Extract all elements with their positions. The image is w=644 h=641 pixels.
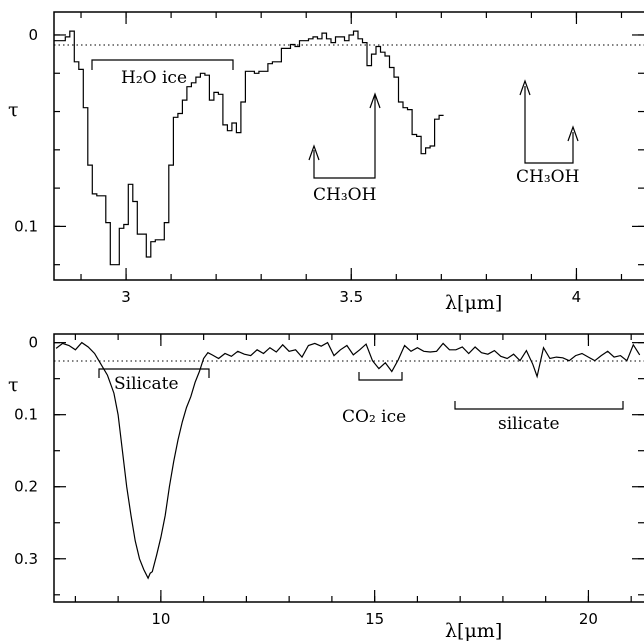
panel-top-frame xyxy=(53,11,644,281)
ch3oh-right-label: CH₃OH xyxy=(516,167,579,187)
silicate-left-bracket xyxy=(98,368,210,378)
silicate-right-bracket xyxy=(454,401,624,410)
ch3oh-right-bracket xyxy=(524,86,574,164)
y-tick-label: 0 xyxy=(28,334,38,352)
panel-top-tick-labels: 3 3.5 4 0 0.1 xyxy=(14,26,581,306)
ch3oh-left-bracket xyxy=(313,95,376,179)
panel-bottom-annotations: Silicate CO₂ ice silicate xyxy=(98,368,624,434)
x-tick-label: 3 xyxy=(121,288,131,306)
x-tick-label: 4 xyxy=(572,288,582,306)
panel-bottom-ylabel: τ xyxy=(8,374,19,396)
panel-bottom: 10 15 20 0 0.1 0.2 0.3 τ λ[μm] Silicate CO₂ ic… xyxy=(8,333,644,641)
x-tick-label: 10 xyxy=(151,610,170,628)
silicate-left-label: Silicate xyxy=(114,374,179,394)
y-tick-label: 0.1 xyxy=(14,217,38,235)
co2-ice-label: CO₂ ice xyxy=(342,407,406,427)
x-tick-label: 15 xyxy=(365,610,384,628)
silicate-right-label: silicate xyxy=(498,414,560,434)
co2-ice-bracket xyxy=(358,372,403,381)
panel-top-ylabel: τ xyxy=(8,99,19,121)
panel-bottom-ticks xyxy=(54,334,644,602)
h2o-ice-label: H₂O ice xyxy=(121,68,187,88)
panel-top-ticks xyxy=(54,12,644,280)
ch3oh-left-arrowhead-1 xyxy=(308,144,320,161)
h2o-ice-bracket xyxy=(91,59,234,70)
panel-bottom-xlabel: λ[μm] xyxy=(445,620,502,641)
panel-top: 3 3.5 4 0 0.1 τ λ[μm] H₂O ice CH₃OH CH₃OH xyxy=(8,11,644,314)
ch3oh-right-arrowhead-1 xyxy=(519,79,531,96)
panel-top-spectrum-line xyxy=(54,30,444,266)
y-tick-label: 0.2 xyxy=(14,478,38,496)
y-tick-label: 0.3 xyxy=(14,550,38,568)
panel-bottom-tick-labels: 10 15 20 0 0.1 0.2 0.3 xyxy=(14,334,598,628)
y-tick-label: 0 xyxy=(28,26,38,44)
panel-top-annotations: H₂O ice CH₃OH CH₃OH xyxy=(91,59,579,205)
ch3oh-right-arrowhead-2 xyxy=(567,125,579,142)
x-tick-label: 3.5 xyxy=(339,288,363,306)
ch3oh-left-arrowhead-2 xyxy=(369,92,381,109)
panel-bottom-spectrum-line xyxy=(55,341,641,580)
x-tick-label: 20 xyxy=(579,610,598,628)
panel-top-xlabel: λ[μm] xyxy=(445,292,502,314)
y-tick-label: 0.1 xyxy=(14,406,38,424)
panel-bottom-frame xyxy=(53,333,644,603)
ch3oh-left-label: CH₃OH xyxy=(313,185,376,205)
